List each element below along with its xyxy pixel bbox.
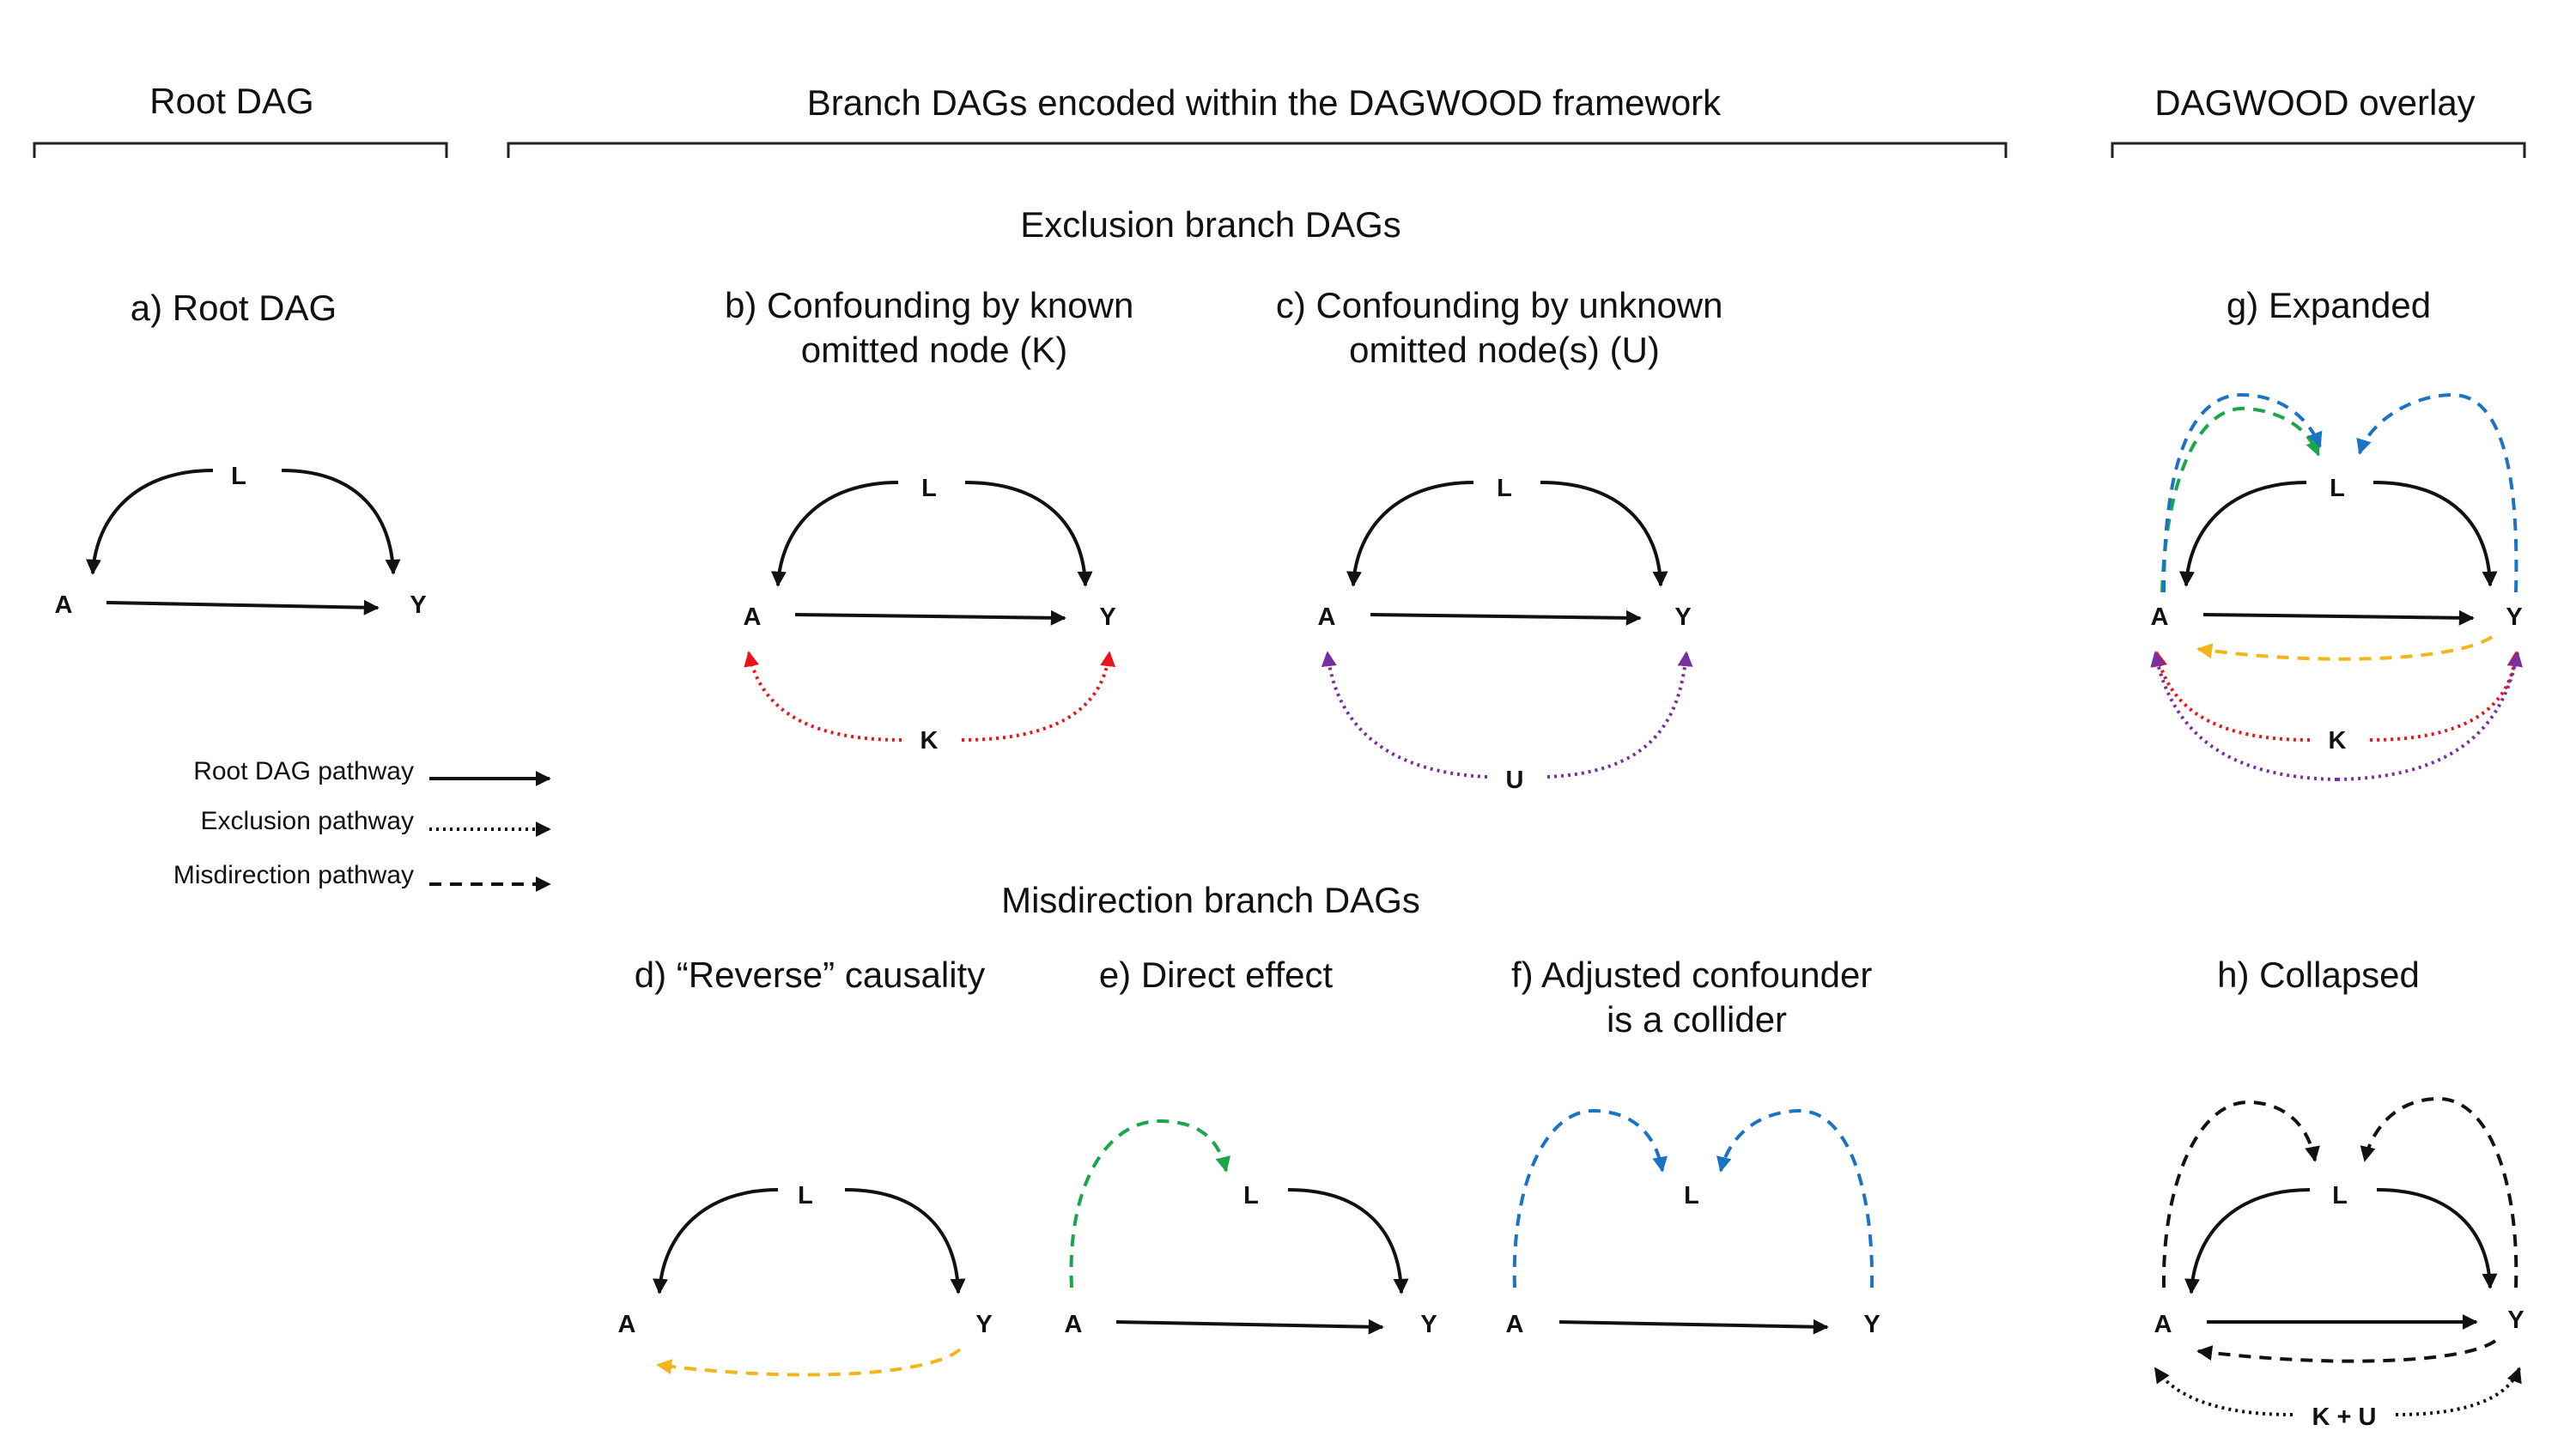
panel-c: L A Y U (1318, 475, 1693, 794)
exclusion-edge-u-to-y (2336, 651, 2523, 781)
node-a: A (1065, 1311, 1083, 1338)
node-l: L (2330, 475, 2345, 502)
legend: Root DAG pathway Exclusion pathway Misdi… (173, 757, 551, 892)
misdirection-edge-y-to-a (2196, 635, 2494, 661)
panel-g: L A Y K (2150, 392, 2523, 781)
panel-a: L A Y (55, 463, 427, 619)
header-branch-dags: Branch DAGs encoded within the DAGWOOD f… (807, 82, 1722, 123)
panel-b: L A Y K (744, 475, 1116, 755)
edge-l-to-a (652, 1188, 779, 1294)
misdirection-edge-a-to-l (1512, 1108, 1668, 1288)
node-a: A (2154, 1311, 2172, 1338)
node-k: K (2329, 727, 2347, 755)
misdirection-edge-y-to-l (1716, 1108, 1874, 1288)
misdirection-edge-y-to-l (2360, 1096, 2518, 1288)
node-l: L (2332, 1182, 2348, 1210)
node-l: L (1243, 1182, 1259, 1210)
edge-l-to-y (1287, 1188, 1409, 1294)
exclusion-edge-u-to-a (2150, 651, 2338, 781)
node-y: Y (1674, 603, 1691, 631)
legend-misdirection-label: Misdirection pathway (173, 861, 414, 889)
exclusion-edge-k-to-y (961, 651, 1116, 742)
misdirection-edge-a-to-l-blue (2162, 392, 2323, 593)
node-l: L (231, 463, 246, 490)
node-a: A (1506, 1311, 1524, 1338)
edge-l-to-y (2376, 1188, 2498, 1289)
bracket-root-dag (33, 142, 448, 158)
bracket-branch-dags (507, 142, 2008, 158)
bracket-dagwood-overlay (2111, 142, 2526, 158)
node-a: A (618, 1311, 636, 1338)
misdirection-edge-y-to-l-blue (2356, 392, 2518, 593)
edge-l-to-y (1540, 481, 1668, 587)
panel-h: L A Y K + U (2154, 1096, 2524, 1431)
node-k-plus-u: K + U (2312, 1404, 2377, 1431)
edge-l-to-y (281, 469, 401, 575)
panel-a-title: a) Root DAG (131, 288, 337, 328)
node-y: Y (1099, 603, 1115, 631)
edge-l-to-a (85, 469, 214, 575)
node-l: L (921, 475, 937, 502)
panel-f-title: f) Adjusted confounder is a collider (1511, 955, 1882, 1040)
panel-f: L A Y (1506, 1108, 1880, 1338)
exclusion-edge-k-to-a (2152, 651, 2311, 742)
edge-l-to-a (1346, 481, 1474, 587)
panel-d: L A Y (618, 1182, 993, 1377)
panel-e-title: e) Direct effect (1099, 955, 1334, 995)
exclusion-edge-ku-to-a (2154, 1367, 2293, 1416)
node-l: L (798, 1182, 813, 1210)
edge-l-to-a (770, 481, 899, 587)
misdirection-edge-y-to-a (2196, 1339, 2497, 1363)
edge-a-to-y (1370, 609, 1642, 626)
panel-g-title: g) Expanded (2227, 285, 2431, 325)
panel-h-title: h) Collapsed (2217, 955, 2420, 995)
edge-a-to-y (1558, 1319, 1829, 1335)
misdirection-edge-a-to-l-green (2160, 406, 2321, 593)
node-u: U (1506, 767, 1524, 794)
panel-d-title: d) “Reverse” causality (635, 955, 985, 995)
edge-l-to-y (844, 1188, 966, 1294)
edge-l-to-a (2184, 1188, 2311, 1294)
edge-l-to-a (2178, 481, 2307, 587)
edge-a-to-y (794, 609, 1066, 626)
panel-b-title: b) Confounding by known omitted node (K) (725, 285, 1144, 370)
edge-l-to-y (964, 481, 1093, 587)
node-y: Y (2506, 603, 2522, 631)
node-y: Y (2507, 1307, 2524, 1334)
node-a: A (2151, 603, 2169, 631)
section-exclusion-title: Exclusion branch DAGs (1020, 204, 1401, 245)
edge-l-to-y (2372, 481, 2498, 587)
exclusion-edge-u-to-y (1546, 651, 1693, 779)
exclusion-edge-u-to-a (1321, 651, 1488, 779)
exclusion-edge-ku-to-y (2395, 1367, 2522, 1416)
node-l: L (1684, 1182, 1699, 1210)
node-a: A (744, 603, 762, 631)
misdirection-edge-y-to-a (656, 1348, 962, 1377)
panel-c-title: c) Confounding by unknown omitted node(s… (1276, 285, 1733, 370)
header-dagwood-overlay: DAGWOOD overlay (2154, 82, 2475, 123)
legend-root-label: Root DAG pathway (193, 757, 414, 785)
node-a: A (1318, 603, 1336, 631)
panel-e: L A Y (1065, 1119, 1437, 1338)
exclusion-edge-k-to-y (2369, 651, 2523, 742)
edge-a-to-y (106, 599, 380, 615)
node-a: A (55, 591, 73, 619)
misdirection-edge-a-to-l (2161, 1100, 2320, 1288)
node-y: Y (410, 591, 426, 619)
edge-a-to-y (1115, 1319, 1384, 1335)
exclusion-edge-k-to-a (744, 651, 902, 742)
legend-exclusion-label: Exclusion pathway (201, 807, 414, 835)
node-y: Y (1863, 1311, 1880, 1338)
node-l: L (1497, 475, 1512, 502)
misdirection-edge-a-to-l (1069, 1119, 1231, 1288)
edge-a-to-y (2202, 609, 2475, 626)
section-misdirection-title: Misdirection branch DAGs (1001, 880, 1420, 920)
node-k: K (920, 727, 939, 755)
node-y: Y (1420, 1311, 1437, 1338)
node-y: Y (975, 1311, 992, 1338)
header-root-dag: Root DAG (149, 81, 313, 121)
